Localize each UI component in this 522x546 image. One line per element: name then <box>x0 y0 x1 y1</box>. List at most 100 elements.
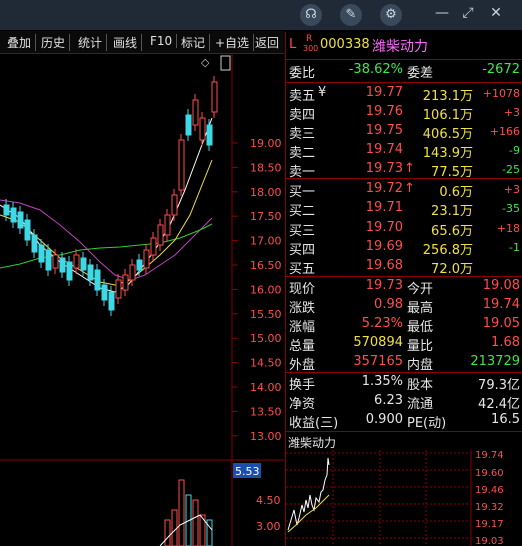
quote-row: 现价 19.73 今开 19.08 <box>286 277 522 297</box>
stock-name: 潍柴动力 <box>372 39 428 55</box>
buy-level-label: 买一 <box>289 185 316 200</box>
volume-bar <box>199 514 206 546</box>
sell-row: 卖一 19.73 ↑ 77.5万 -25 <box>286 160 522 180</box>
buy-level-label: 买四 <box>289 242 316 258</box>
candlestick <box>45 249 52 271</box>
sell-price: 19.75 <box>365 123 403 138</box>
buy-row: 买一 19.72 ↑ 0.6万 +3 <box>286 180 522 200</box>
f10-button[interactable]: F10 <box>150 34 178 48</box>
sell-row: 卖四 19.76 106.1万 +3 <box>286 103 522 123</box>
buy-volume: 23.1万 <box>431 204 473 220</box>
chart-toolbar: 叠加 历史 统计 画线 F10 标记 +自选 返回 <box>0 31 284 54</box>
price-axis-label: 17.50 <box>250 210 282 223</box>
stats-button[interactable]: 统计 <box>78 34 108 51</box>
fundamental-value: 0.900 <box>365 412 403 427</box>
fundamental-label-2: 股本 <box>407 378 434 393</box>
price-axis-label: 18.00 <box>250 186 282 199</box>
buy-volume: 256.8万 <box>422 242 473 258</box>
kline-chart[interactable]: ◇ 19.00 18.50 18.00 17.50 17.00 16.50 16.00 15.… <box>0 54 284 546</box>
quote-label: 涨跌 <box>289 301 316 316</box>
sell-price: 19.74 <box>365 142 403 157</box>
overlay-button[interactable]: 叠加 <box>7 34 37 51</box>
buy-price: 19.68 <box>365 258 403 274</box>
buy-price: 19.72 <box>365 181 403 196</box>
sell-change: -9 <box>509 144 520 157</box>
r-sub-mark: 300 <box>303 44 319 53</box>
stock-code: 000338 <box>320 37 370 52</box>
buy-change: -1 <box>509 240 520 254</box>
sell-level-label: 卖五 <box>289 89 316 104</box>
fundamental-label: 换手 <box>289 378 316 393</box>
volume-bar <box>192 499 199 546</box>
candlestick <box>206 124 213 146</box>
sell-row: 卖二 19.74 143.9万 -9 <box>286 141 522 161</box>
r-mark: R <box>306 34 313 44</box>
buy-price: 19.69 <box>365 238 403 254</box>
fundamental-label: 收益(三) <box>289 416 339 431</box>
gear-icon[interactable]: ⚙ <box>380 4 402 26</box>
quote-value-2: 1.68 <box>491 335 520 350</box>
sell-change: -25 <box>502 163 520 176</box>
quote-value: 0.98 <box>374 297 403 312</box>
minimize-button[interactable]: — <box>435 5 449 21</box>
add-favorite-button[interactable]: +自选 <box>215 34 255 51</box>
weibi-value: -38.62% <box>348 62 403 77</box>
quote-row: 外盘 357165 内盘 213729 <box>286 353 522 373</box>
mini-label-0: 19.74 <box>475 450 504 461</box>
candlestick <box>94 269 101 291</box>
wrench-icon[interactable]: ✎ <box>340 4 362 26</box>
ma-green-line <box>0 223 213 269</box>
quote-label: 总量 <box>289 339 316 354</box>
fundamental-label: 净资 <box>289 397 316 412</box>
price-axis-label: 13.00 <box>250 430 282 443</box>
quote-value: 570894 <box>353 335 403 350</box>
sell-level-label: 卖四 <box>289 108 316 123</box>
buy-volume: 65.6万 <box>431 223 473 239</box>
candlestick <box>59 257 66 273</box>
candlestick <box>80 257 87 271</box>
candlestick <box>73 254 80 269</box>
quote-label: 现价 <box>289 282 316 297</box>
quote-value: 5.23% <box>361 316 403 331</box>
quote-value-2: 19.74 <box>482 297 520 312</box>
close-button[interactable]: ✕ <box>490 5 502 21</box>
sell-volume: 106.1万 <box>422 108 473 123</box>
volume-label-450: 4.50 <box>256 494 281 507</box>
candlestick <box>115 279 122 299</box>
restore-button[interactable]: ⤢ <box>462 5 474 21</box>
mini-label-5: 19.03 <box>475 536 504 546</box>
quote-value: 357165 <box>353 354 403 369</box>
quote-label: 涨幅 <box>289 320 316 335</box>
sell-level-label: 卖一 <box>289 165 316 180</box>
price-axis-label: 19.00 <box>250 137 282 150</box>
diamond-marker-icon: ◇ <box>201 56 210 69</box>
mini-intraday-chart[interactable]: 19.74 19.60 19.46 19.32 19.17 19.03 <box>286 450 522 546</box>
fundamental-label-2: 流通 <box>407 397 434 412</box>
scroll-handle[interactable] <box>220 55 231 71</box>
back-button[interactable]: 返回 <box>255 36 280 50</box>
price-axis-label: 13.50 <box>250 405 282 418</box>
quote-panel: L R 300 000338 潍柴动力 委比 -38.62% 委差 -2672 … <box>285 32 522 546</box>
up-arrow-icon: ↑ <box>404 161 415 176</box>
mini-chart-title: 潍柴动力 <box>288 436 337 450</box>
headset-icon[interactable]: ☊ <box>300 4 322 26</box>
candlestick <box>178 139 185 191</box>
sell-change: +1078 <box>482 87 520 100</box>
mark-button[interactable]: 标记 <box>181 34 211 51</box>
currency-icon: ¥ <box>318 85 327 100</box>
sell-level-label: 卖二 <box>289 146 316 161</box>
history-button[interactable]: 历史 <box>41 34 71 51</box>
buy-change: -35 <box>502 202 520 216</box>
price-axis-label: 15.00 <box>250 332 282 345</box>
quote-label-2: 内盘 <box>407 358 434 373</box>
fundamental-value-2: 79.3亿 <box>478 378 520 393</box>
quote-value: 19.73 <box>365 278 403 293</box>
candlestick <box>101 284 108 301</box>
quote-value-2: 19.08 <box>482 278 520 293</box>
buy-level-label: 买二 <box>289 204 316 220</box>
mini-label-4: 19.17 <box>475 519 504 530</box>
l-mark: L <box>289 37 297 52</box>
draw-line-button[interactable]: 画线 <box>113 34 143 51</box>
sell-volume: 143.9万 <box>422 146 473 161</box>
volume-bar <box>164 519 171 546</box>
